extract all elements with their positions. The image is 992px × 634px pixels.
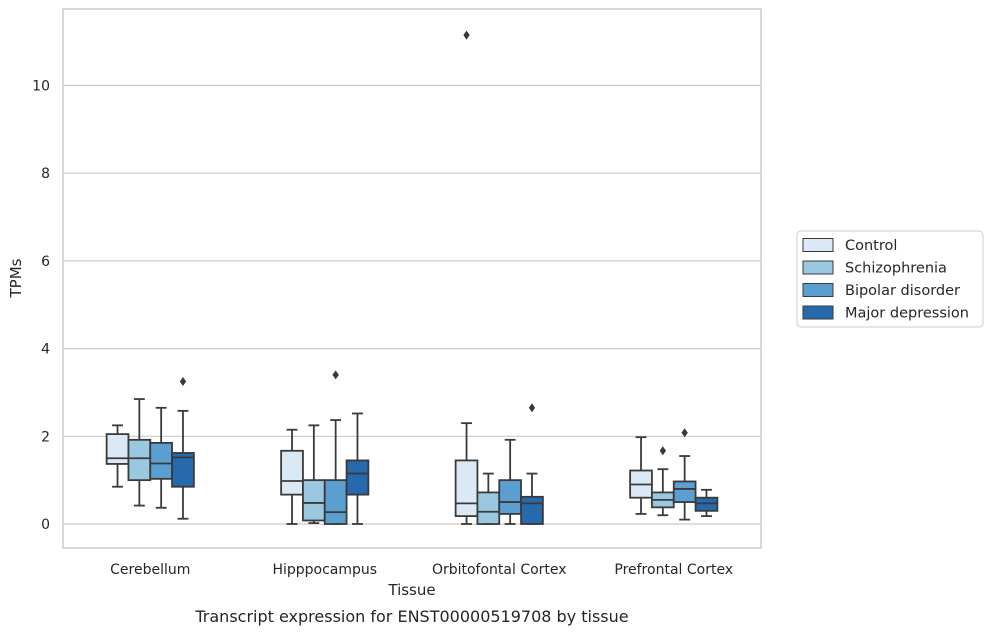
legend-swatch <box>802 238 834 252</box>
box-schizophrenia-hipppocampus <box>302 424 326 525</box>
legend: Control Schizophrenia Bipolar disorder Majo… <box>796 230 984 328</box>
y-tick-labels: 0 2 4 6 8 10 <box>32 79 50 534</box>
y-tick-label: 0 <box>41 517 50 533</box>
box-bipolar-disorder-prefrontal-cortex <box>672 428 697 521</box>
box-iqr <box>672 480 697 503</box>
x-tick-label: Prefrontal Cortex <box>614 562 733 578</box>
y-axis-label: TPMs <box>7 258 25 298</box>
y-tick-label: 8 <box>41 166 50 182</box>
x-tick-label: Hipppocampus <box>272 562 377 578</box>
box-iqr <box>520 495 544 525</box>
x-axis-label: Tissue <box>387 581 435 599</box>
box-iqr <box>127 438 152 482</box>
box-control-hipppocampus <box>280 428 304 525</box>
legend-label: Major depression <box>845 306 969 322</box>
box-schizophrenia-prefrontal-cortex <box>651 446 675 517</box>
chart-caption: Transcript expression for ENST0000051970… <box>194 607 628 626</box>
box-schizophrenia-orbitofontal-cortex <box>476 472 501 525</box>
box-iqr <box>302 479 326 522</box>
outlier-point <box>463 30 470 40</box>
box-control-prefrontal-cortex <box>629 436 653 515</box>
legend-label: Control <box>845 238 897 254</box>
x-tick-label: Orbitofontal Cortex <box>432 562 567 578</box>
box-iqr <box>149 441 173 480</box>
legend-label: Schizophrenia <box>845 261 947 277</box>
box-major-depression-hipppocampus <box>345 412 370 525</box>
y-tick-label: 10 <box>32 79 50 95</box>
box-control-cerebellum <box>105 424 130 488</box>
box-iqr <box>498 479 522 515</box>
legend-swatch <box>802 283 834 297</box>
plot-frame <box>62 8 762 549</box>
outlier-point <box>179 376 187 386</box>
box-schizophrenia-cerebellum <box>127 398 152 507</box>
legend-frame <box>796 230 984 328</box>
outlier-point <box>659 446 667 456</box>
box-iqr <box>454 459 479 518</box>
x-tick-labels: Cerebellum Hipppocampus Orbitofontal Corte… <box>110 562 733 578</box>
box-iqr <box>280 449 304 496</box>
legend-swatch <box>802 260 834 275</box>
outlier-point <box>528 403 536 413</box>
outlier-point <box>332 370 339 380</box>
y-tick-label: 4 <box>41 342 50 358</box>
box-iqr <box>323 479 348 525</box>
outlier-point <box>681 428 688 438</box>
box-bipolar-disorder-cerebellum <box>149 406 173 509</box>
legend-label: Bipolar disorder <box>845 283 960 299</box>
y-tick-label: 2 <box>41 429 50 445</box>
boxes <box>105 30 719 525</box>
gridlines <box>63 84 761 525</box>
y-tick-label: 6 <box>41 254 50 270</box>
legend-swatch <box>802 305 834 320</box>
x-tick-label: Cerebellum <box>110 562 190 578</box>
box-bipolar-disorder-hipppocampus <box>323 370 348 525</box>
box-major-depression-prefrontal-cortex <box>694 488 719 518</box>
box-control-orbitofontal-cortex <box>454 30 479 525</box>
box-major-depression-cerebellum <box>171 376 195 520</box>
box-bipolar-disorder-orbitofontal-cortex <box>498 438 522 525</box>
box-iqr <box>476 491 501 525</box>
box-iqr <box>345 459 370 496</box>
box-iqr <box>171 452 195 488</box>
box-major-depression-orbitofontal-cortex <box>520 403 544 525</box>
box-iqr <box>105 433 130 465</box>
